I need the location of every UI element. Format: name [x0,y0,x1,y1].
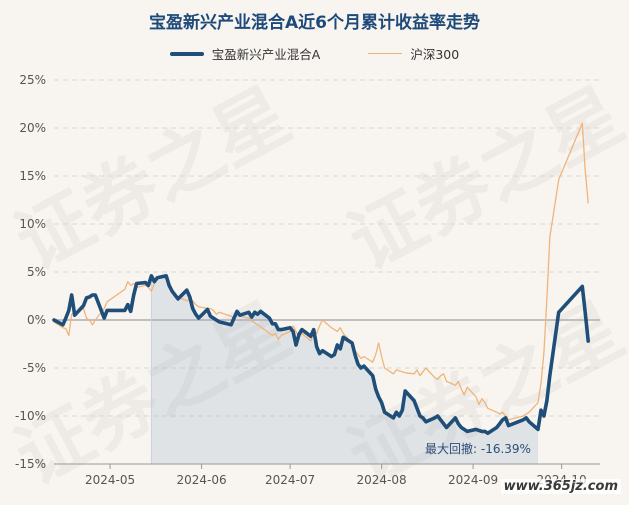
series-line-index [53,122,589,421]
y-tick-label: 0% [27,313,46,327]
legend-item-fund[interactable]: 宝盈新兴产业混合A [169,44,321,63]
legend-label-fund: 宝盈新兴产业混合A [211,47,321,62]
x-tick-label: 2024-07 [265,473,315,487]
y-tick-label: 10% [19,217,46,231]
y-tick-label: -15% [15,457,46,471]
legend-swatch-index [368,53,403,54]
drawdown-area [151,275,538,464]
x-tick-label: 2024-09 [448,473,498,487]
chart-title: 宝盈新兴产业混合A近6个月累计收益率走势 [149,13,480,33]
y-tick-label: -5% [23,361,46,375]
y-tick-label: 15% [19,169,46,183]
legend-label-index: 沪深300 [410,47,460,62]
x-tick-label: 2024-06 [176,473,226,487]
x-tick-label: 2024-08 [357,473,407,487]
y-tick-label: -10% [15,409,46,423]
x-tick-label: 2024-05 [85,473,135,487]
series-line-fund [52,274,590,436]
y-tick-label: 25% [19,73,46,87]
y-tick-label: 5% [27,265,46,279]
drawdown-annotation: 最大回撤: -16.39% [425,441,531,456]
legend-item-index[interactable]: 沪深300 [368,44,459,63]
legend: 宝盈新兴产业混合A 沪深300 [0,44,629,63]
legend-swatch-fund [169,51,204,56]
y-tick-label: 20% [19,121,46,135]
site-watermark: www.365jz.com [500,479,621,494]
